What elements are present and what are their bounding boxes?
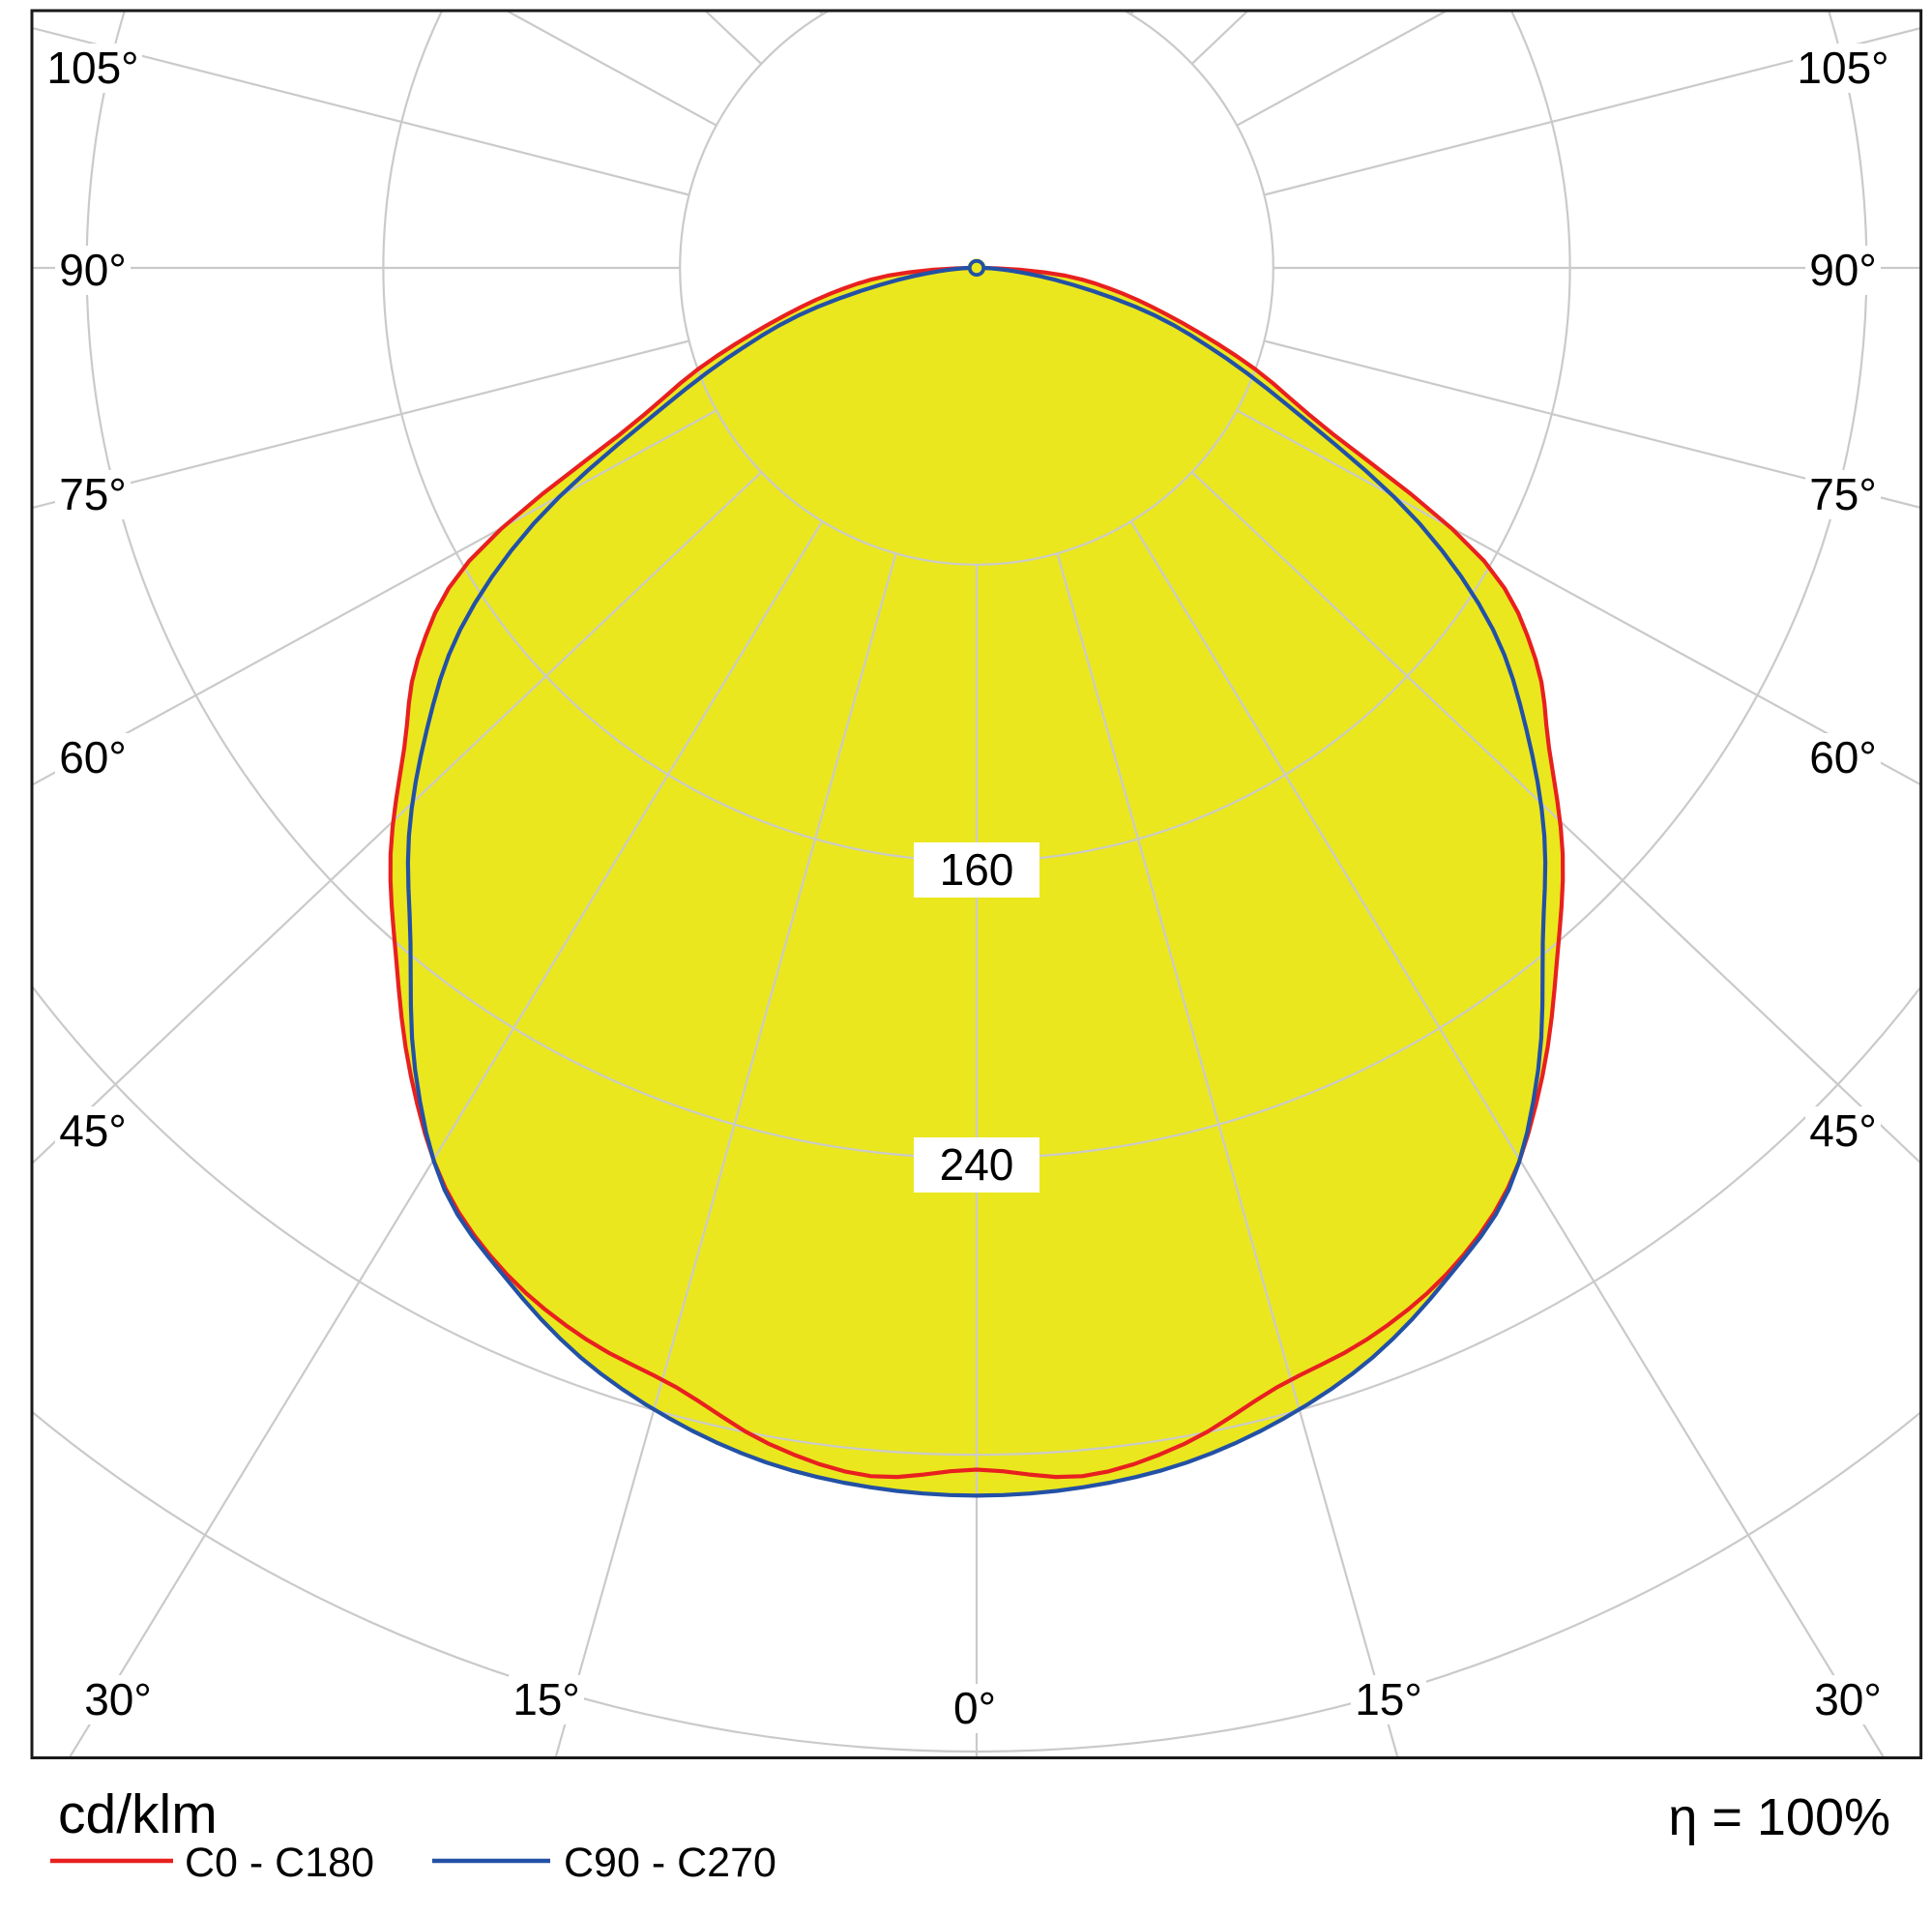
svg-text:105°: 105°: [46, 43, 138, 93]
svg-text:160: 160: [940, 844, 1014, 895]
svg-text:cd/klm: cd/klm: [58, 1783, 218, 1845]
svg-text:C0 - C180: C0 - C180: [185, 1840, 374, 1886]
svg-text:240: 240: [940, 1139, 1014, 1190]
svg-text:90°: 90°: [59, 245, 127, 295]
svg-text:15°: 15°: [512, 1674, 580, 1724]
svg-text:C90 - C270: C90 - C270: [564, 1840, 776, 1886]
svg-text:30°: 30°: [1814, 1674, 1882, 1724]
svg-text:30°: 30°: [84, 1674, 152, 1724]
svg-text:0°: 0°: [953, 1683, 996, 1733]
svg-text:90°: 90°: [1809, 245, 1877, 295]
svg-text:60°: 60°: [59, 732, 127, 782]
svg-text:60°: 60°: [1809, 732, 1877, 782]
svg-text:75°: 75°: [59, 469, 127, 519]
svg-text:45°: 45°: [1809, 1105, 1877, 1156]
svg-text:15°: 15°: [1355, 1674, 1422, 1724]
svg-text:η = 100%: η = 100%: [1668, 1788, 1890, 1846]
svg-text:105°: 105°: [1797, 43, 1888, 93]
svg-text:45°: 45°: [59, 1105, 127, 1156]
svg-text:75°: 75°: [1809, 469, 1877, 519]
